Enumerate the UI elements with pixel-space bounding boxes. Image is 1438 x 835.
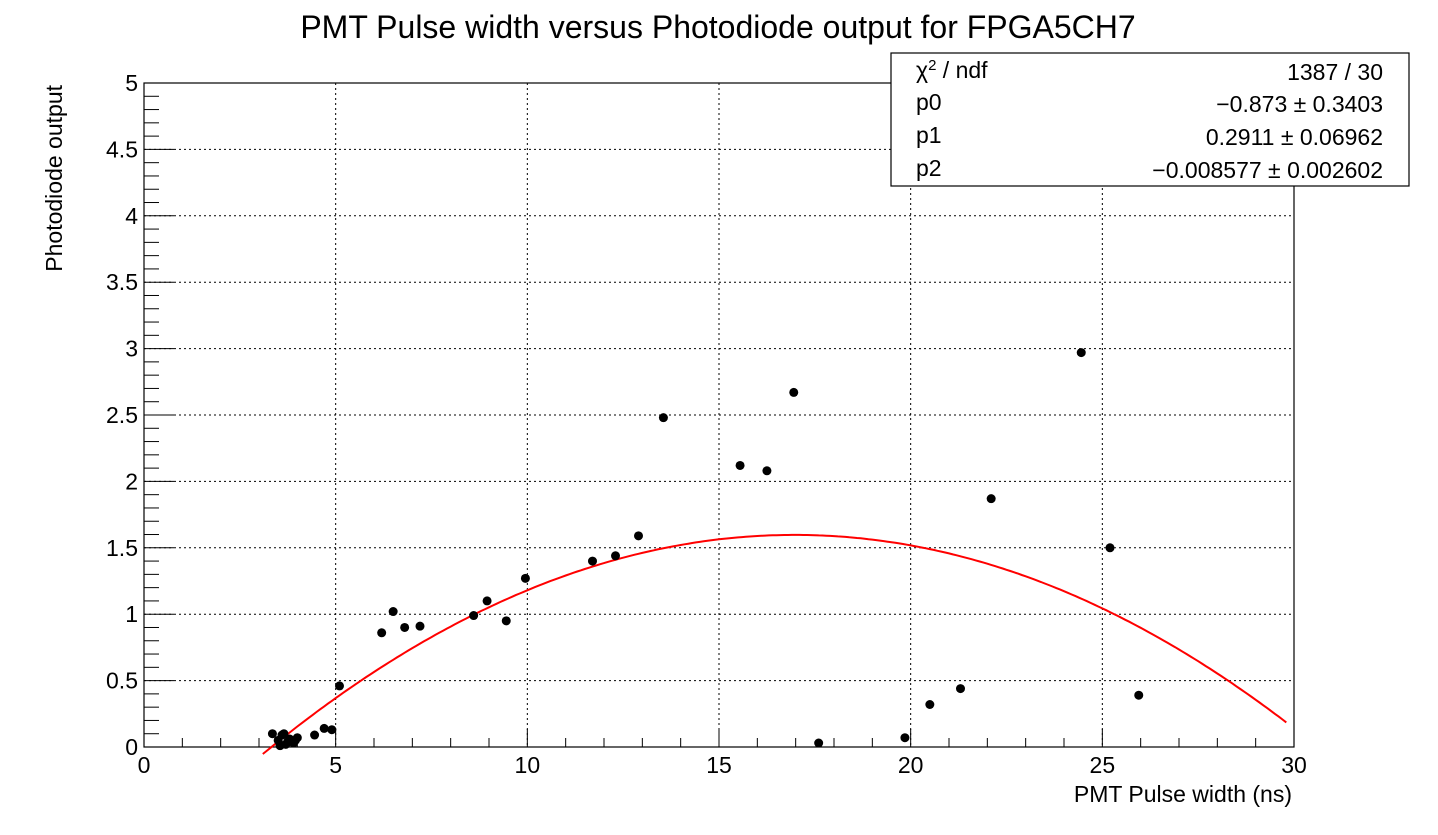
data-point <box>956 684 965 694</box>
data-point <box>900 733 910 743</box>
y-tick-label: 2.5 <box>106 402 138 428</box>
data-point <box>735 460 745 470</box>
stats-row-value: 1387 / 30 <box>1287 59 1383 85</box>
stats-row-label: χ2 / ndf <box>916 57 988 84</box>
data-point <box>400 622 410 632</box>
stats-row-value: −0.873 ± 0.3403 <box>1216 91 1383 117</box>
fit-curve <box>262 533 1287 755</box>
y-tick-label: 2 <box>125 468 138 494</box>
x-tick-label: 30 <box>1281 752 1307 778</box>
stats-row-label: p0 <box>916 89 942 115</box>
axes <box>143 82 1295 748</box>
y-tick-label: 5 <box>125 70 138 96</box>
data-point <box>469 611 479 621</box>
y-tick-label: 1.5 <box>106 535 138 561</box>
data-points <box>267 348 1144 751</box>
x-tick-label: 10 <box>515 752 541 778</box>
data-point <box>762 466 772 476</box>
stats-row-label: p1 <box>916 122 942 148</box>
data-point <box>814 738 824 748</box>
y-tick-label: 3 <box>125 336 138 362</box>
x-axis-label: PMT Pulse width (ns) <box>1074 781 1292 807</box>
data-point <box>925 700 935 710</box>
y-axis-label: Photodiode output <box>41 84 67 271</box>
data-point <box>501 616 511 626</box>
chart-title: PMT Pulse width versus Photodiode output… <box>300 9 1135 45</box>
data-point <box>377 628 387 638</box>
data-point <box>267 729 277 739</box>
x-tick-label: 20 <box>898 752 924 778</box>
data-point <box>482 596 492 606</box>
y-tick-label: 4.5 <box>106 136 138 162</box>
data-point <box>310 730 320 740</box>
y-tick-label: 1 <box>125 601 138 627</box>
stats-box-frame <box>890 52 1410 187</box>
stats-row-value: −0.008577 ± 0.002602 <box>1152 157 1383 183</box>
data-point <box>611 551 620 561</box>
data-point <box>588 556 597 566</box>
y-tick-label: 0 <box>125 734 138 760</box>
stats-rows: χ2 / ndf 1387 / 30 p0 −0.873 ± 0.3403 p1 0.29… <box>916 57 1383 184</box>
data-point <box>520 573 530 583</box>
data-point <box>1134 690 1144 700</box>
x-tick-label: 5 <box>329 752 342 778</box>
data-point <box>1076 348 1086 358</box>
x-tick-label: 0 <box>138 752 151 778</box>
data-point <box>634 531 643 541</box>
y-tick-label: 3.5 <box>106 269 138 295</box>
data-point <box>789 387 799 397</box>
data-point <box>658 413 668 423</box>
y-tick-label: 4 <box>125 203 138 229</box>
data-point <box>415 621 425 631</box>
data-point <box>319 723 329 733</box>
data-point <box>279 729 289 739</box>
data-point <box>335 681 344 691</box>
stats-row-label: p2 <box>916 155 942 181</box>
y-tick-label: 0.5 <box>106 668 138 694</box>
x-tick-label: 15 <box>706 752 732 778</box>
y-tick-labels: 0 0.5 1 1.5 2 2.5 3 3.5 4 4.5 5 <box>106 70 138 760</box>
data-point <box>292 733 302 743</box>
data-point <box>327 725 337 735</box>
grid <box>144 83 1294 747</box>
fit-stats-box: χ2 / ndf 1387 / 30 p0 −0.873 ± 0.3403 p1 0.29… <box>890 52 1410 187</box>
data-point <box>1105 543 1115 553</box>
stats-row-value: 0.2911 ± 0.06962 <box>1206 124 1383 150</box>
x-tick-label: 25 <box>1090 752 1116 778</box>
data-point <box>388 607 398 617</box>
data-point <box>986 494 996 504</box>
x-tick-labels: 0 5 10 15 20 25 30 <box>138 752 1307 778</box>
fit-curve-group <box>262 533 1287 755</box>
